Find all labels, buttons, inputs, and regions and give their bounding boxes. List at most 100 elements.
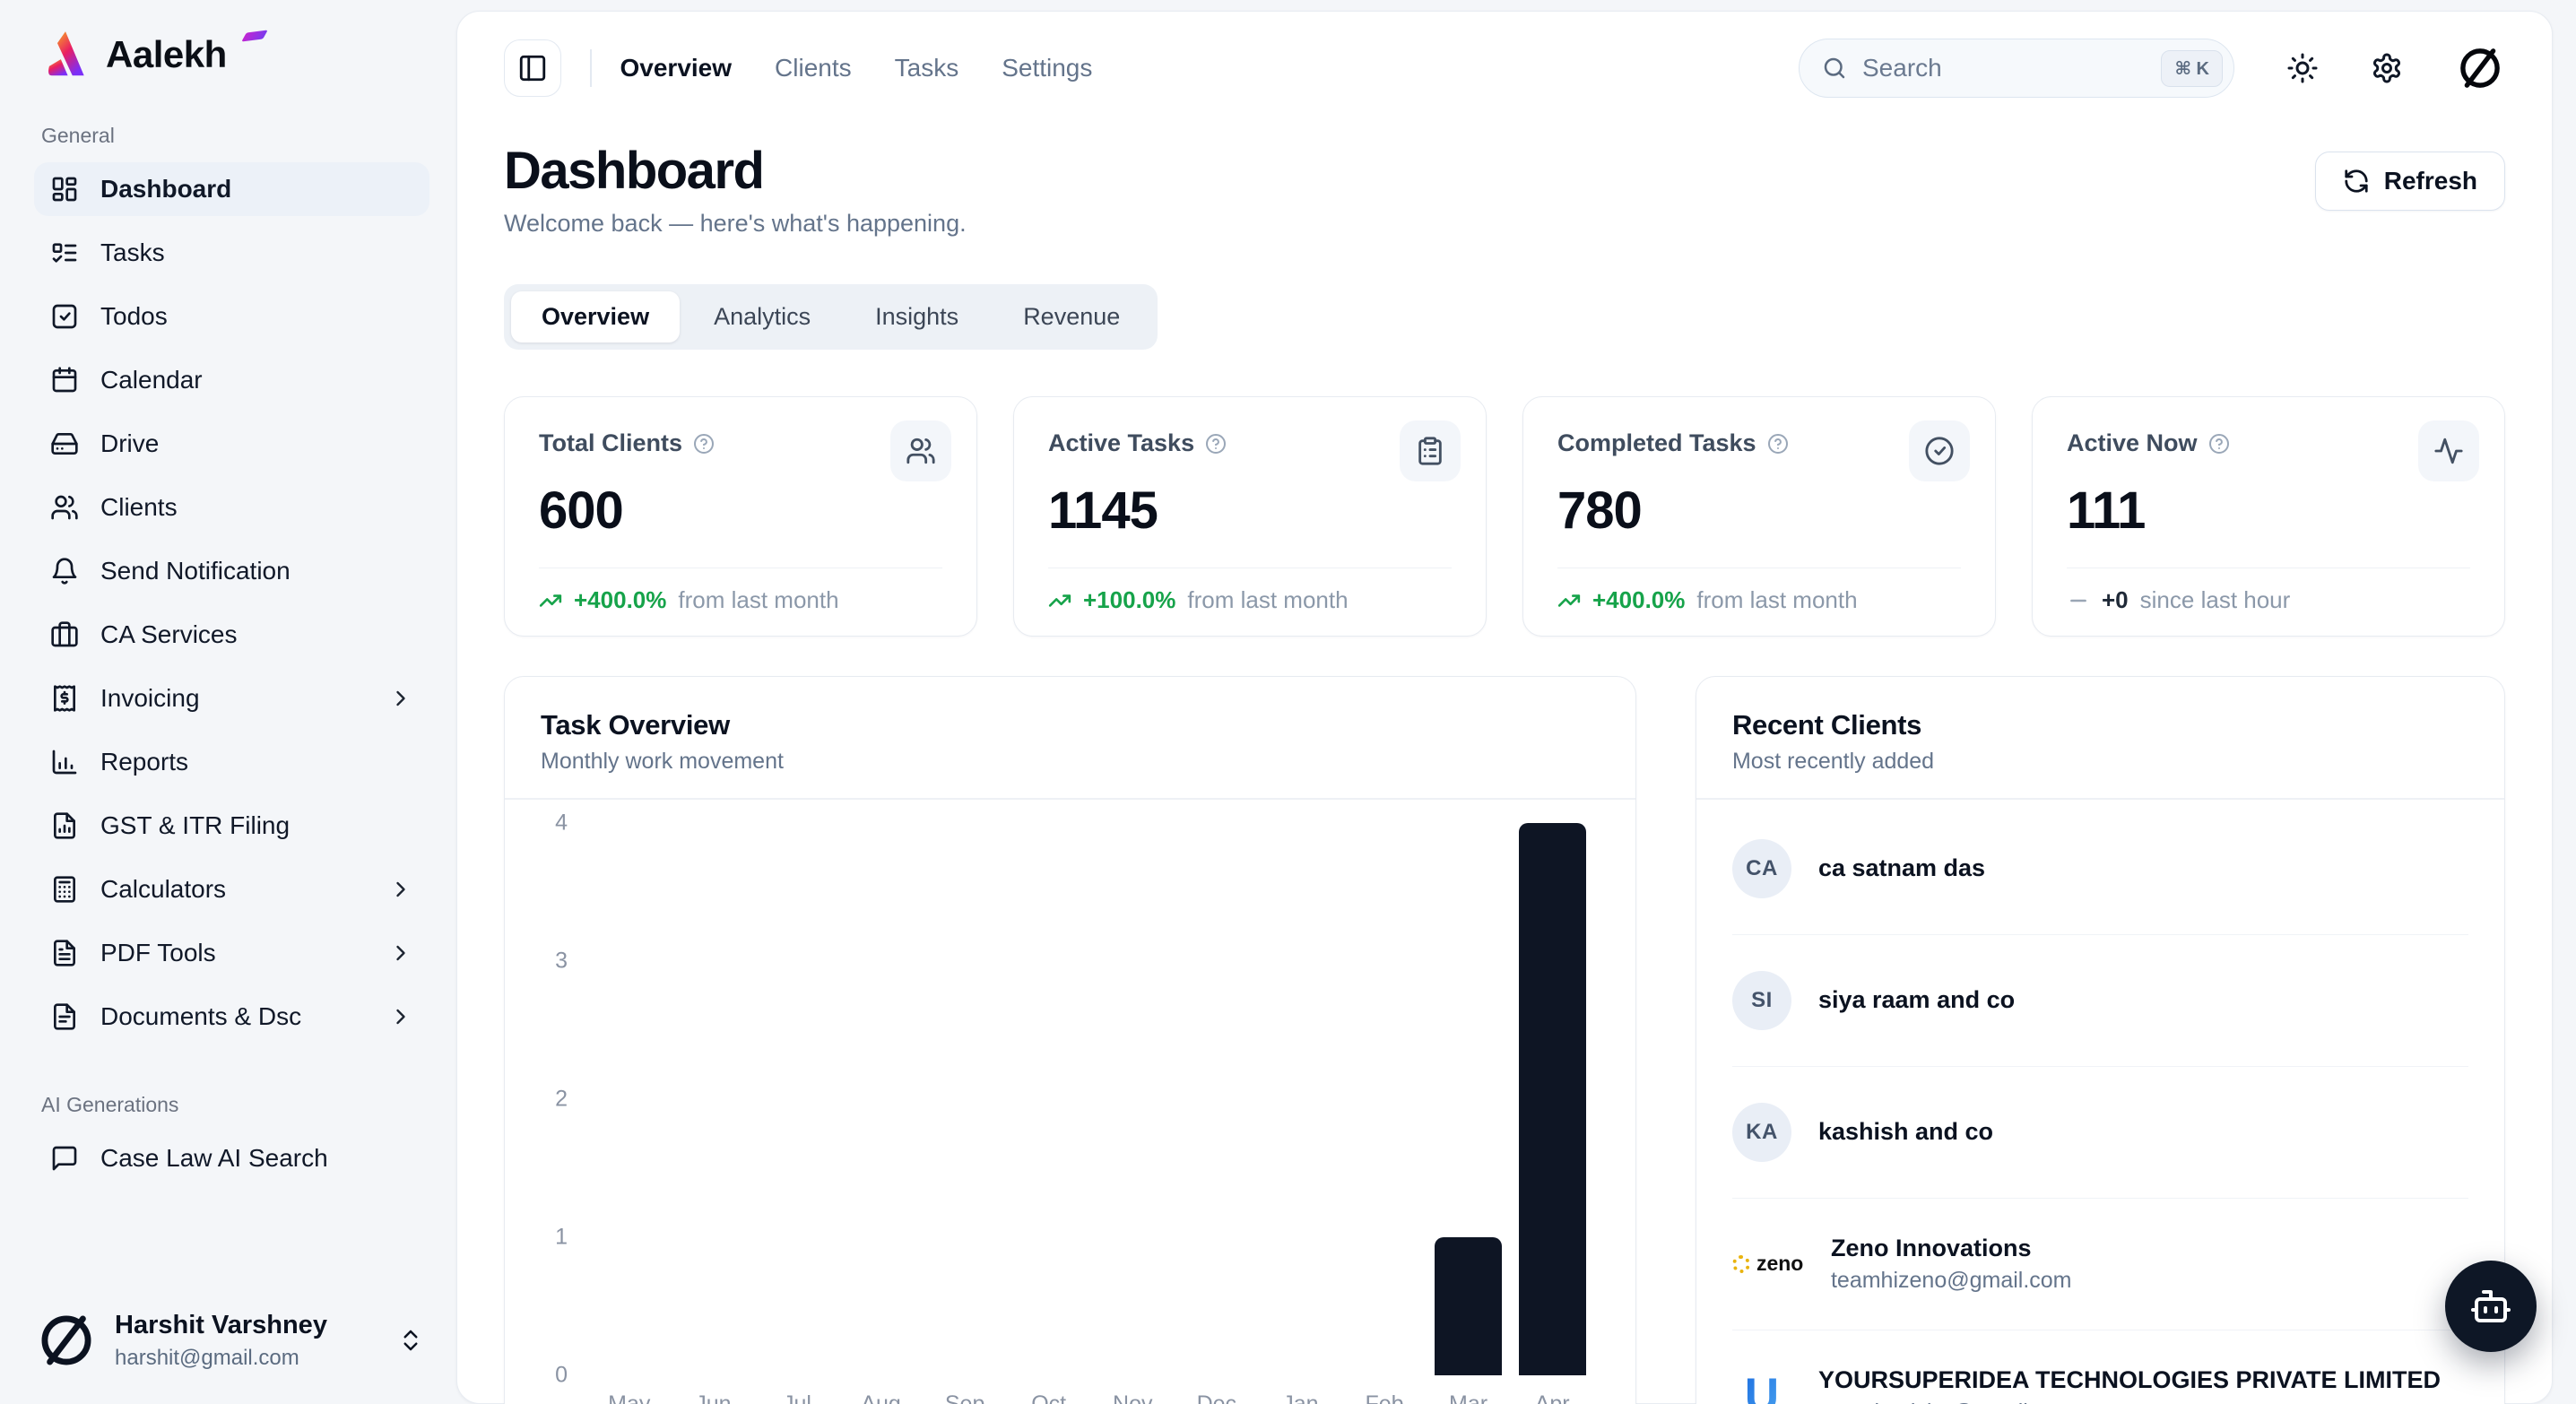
square-check-icon — [52, 304, 77, 329]
recent-clients-title: Recent Clients — [1731, 709, 1922, 741]
sidebar-item-invoicing[interactable]: Invoicing — [34, 672, 429, 725]
tab-overview[interactable]: Overview — [511, 291, 681, 342]
sidebar-item-drive[interactable]: Drive — [34, 417, 429, 471]
activity-icon — [2434, 438, 2463, 464]
sidebar-item-documents-dsc[interactable]: Documents & Dsc — [34, 990, 429, 1044]
stat-trend-suffix: from last month — [1696, 586, 1858, 613]
logo-accent — [240, 30, 268, 42]
header-avatar[interactable] — [2455, 43, 2505, 93]
slash-logo-icon — [2460, 48, 2500, 88]
bar-slot-jul — [755, 823, 839, 1375]
stat-footer: +100.0% from last month — [1048, 568, 1452, 636]
sidebar-item-label: PDF Tools — [100, 939, 216, 966]
client-row-siya-raam-and-co[interactable]: SI siya raam and co — [1731, 933, 2468, 1066]
tab-revenue[interactable]: Revenue — [1023, 303, 1121, 330]
settings-button[interactable] — [2371, 52, 2403, 84]
brand-logo: Aalekh — [34, 27, 429, 82]
sidebar-item-pdf-tools[interactable]: PDF Tools — [34, 926, 429, 980]
search-shortcut-badge: ⌘ K — [2161, 49, 2223, 87]
sidebar-item-label: Invoicing — [100, 684, 200, 712]
stat-value: 1145 — [1048, 481, 1158, 540]
nav-link-overview[interactable]: Overview — [620, 54, 733, 82]
help-icon[interactable] — [1205, 433, 1227, 455]
minus-icon — [2070, 599, 2086, 602]
client-name: Zeno Innovations — [1830, 1234, 2032, 1261]
sidebar-item-todos[interactable]: Todos — [34, 290, 429, 343]
chart-plot — [587, 822, 1594, 1375]
sidebar-item-gst-itr-filing[interactable]: GST & ITR Filing — [34, 799, 429, 853]
client-name: siya raam and co — [1817, 986, 2016, 1013]
help-circle-icon — [2208, 433, 2229, 454]
sidebar-item-label: Case Law AI Search — [100, 1144, 328, 1172]
stat-card-completed-tasks: Completed Tasks 780 +400.0% from last month — [1522, 396, 1996, 637]
sidebar-item-calculators[interactable]: Calculators — [34, 862, 429, 916]
chevron-right-icon — [388, 1004, 413, 1029]
nav-link-clients[interactable]: Clients — [775, 54, 852, 82]
ai-assistant-fab[interactable] — [2445, 1261, 2537, 1352]
sidebar-item-clients[interactable]: Clients — [34, 481, 429, 534]
nav-link-settings[interactable]: Settings — [1002, 54, 1093, 82]
bar-apr — [1518, 822, 1586, 1375]
stat-value: 600 — [539, 481, 624, 540]
sidebar-item-label: Reports — [100, 748, 189, 776]
bot-icon — [2471, 1290, 2511, 1322]
bar-mar — [1435, 1236, 1502, 1375]
sidebar-item-send-notification[interactable]: Send Notification — [34, 544, 429, 598]
sidebar: Aalekh General Dashboard Tasks Todos Calenda… — [0, 0, 453, 1404]
tab-analytics[interactable]: Analytics — [714, 303, 811, 330]
help-icon[interactable] — [2208, 433, 2230, 455]
sidebar-item-dashboard[interactable]: Dashboard — [34, 162, 429, 216]
client-row-zeno-innovations[interactable]: zeno Zeno Innovations teamhizeno@gmail.com — [1731, 1197, 2468, 1330]
x-tick-label: Jun — [695, 1391, 732, 1404]
stat-iconbox — [1400, 420, 1461, 481]
stat-footer: +400.0% from last month — [1557, 568, 1961, 636]
minus-icon — [2067, 589, 2090, 612]
stat-cards: Total Clients 600 +400.0% from last month Ac… — [504, 396, 2505, 637]
zeno-logo-icon: zeno — [1731, 1252, 1804, 1276]
user-card[interactable]: Harshit Varshney harshit@gmail.com — [34, 1287, 429, 1377]
client-row-yoursuperidea-technologies-private-limited[interactable]: U YOURSUPERIDEA TECHNOLOGIES PRIVATE LIMI… — [1731, 1329, 2468, 1404]
tab-insights[interactable]: Insights — [875, 303, 959, 330]
refresh-button[interactable]: Refresh — [2314, 152, 2505, 211]
stat-footer: +0 since last hour — [2067, 568, 2470, 636]
stat-trend-suffix: from last month — [1187, 586, 1349, 613]
client-row-kashish-and-co[interactable]: KA kashish and co — [1731, 1065, 2468, 1198]
user-avatar — [36, 1310, 97, 1371]
sidebar-item-label: Dashboard — [100, 175, 232, 203]
chevrons-up-down-icon — [403, 1330, 418, 1351]
bar-slot-apr — [1510, 822, 1594, 1375]
sidebar-item-calendar[interactable]: Calendar — [34, 353, 429, 407]
sidebar-item-tasks[interactable]: Tasks — [34, 226, 429, 280]
bottom-grid: Task Overview Monthly work movement 4 3 2 1… — [504, 676, 2505, 1404]
y-tick-label: 4 — [555, 810, 568, 835]
search-input[interactable] — [1862, 54, 2147, 82]
sidebar-item-ca-services[interactable]: CA Services — [34, 608, 429, 662]
recent-clients-card: Recent Clients Most recently added CA ca … — [1695, 676, 2505, 1404]
help-icon[interactable] — [693, 433, 715, 455]
topbar-right: ⌘ K — [1799, 39, 2505, 98]
trending-up-icon — [1557, 594, 1581, 607]
bar-slot-may — [587, 823, 672, 1375]
main-panel: Overview Clients Tasks Settings ⌘ K Dashboa… — [456, 11, 2553, 1404]
sidebar-toggle-button[interactable] — [504, 39, 561, 97]
sidebar-item-reports[interactable]: Reports — [34, 735, 429, 789]
nav-link-tasks[interactable]: Tasks — [894, 54, 959, 82]
user-name: Harshit Varshney — [115, 1310, 327, 1339]
x-tick-label: Dec — [1196, 1391, 1237, 1404]
bar-slot-jan — [1259, 823, 1343, 1375]
theme-toggle-button[interactable] — [2286, 52, 2319, 84]
bar-slot-nov — [1090, 823, 1175, 1375]
sidebar-item-label: Calculators — [100, 875, 227, 903]
refresh-icon — [2343, 168, 2370, 195]
layout-dashboard-icon — [52, 177, 77, 202]
help-circle-icon — [1767, 433, 1788, 454]
search-box[interactable]: ⌘ K — [1799, 39, 2234, 98]
help-icon[interactable] — [1767, 433, 1789, 455]
circle-check-icon — [1925, 437, 1954, 465]
stat-label: Completed Tasks — [1557, 429, 1756, 456]
chevron-right-icon — [396, 690, 405, 706]
trending-up-icon — [539, 589, 562, 612]
client-row-ca-satnam-das[interactable]: CA ca satnam das — [1731, 803, 2468, 934]
chevron-right-icon — [388, 877, 413, 902]
sidebar-item-case-law-ai-search[interactable]: Case Law AI Search — [34, 1131, 429, 1185]
